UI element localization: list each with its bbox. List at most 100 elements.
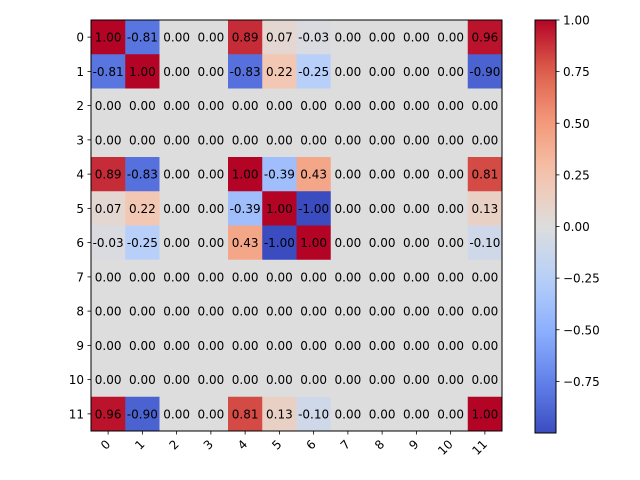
heatmap-cell-5-2	[159, 191, 195, 226]
heatmap-cell-1-8	[365, 54, 400, 89]
x-tick-label-9: 9	[406, 437, 421, 452]
x-tick-label-3: 3	[201, 437, 216, 452]
heatmap-cell-3-8	[365, 122, 400, 158]
cell-value-label-8-5: 0.00	[266, 305, 293, 319]
heatmap-cell-3-0	[91, 122, 126, 158]
cell-value-label-7-2: 0.00	[163, 270, 190, 284]
cell-value-label-8-10: 0.00	[437, 305, 464, 319]
heatmap-cell-1-5	[262, 54, 297, 89]
cell-value-label-1-10: 0.00	[437, 65, 464, 79]
y-tick-label-3: 3	[76, 133, 84, 147]
cell-value-label-6-0: -0.03	[93, 236, 124, 250]
heatmap-cell-5-7	[330, 191, 366, 226]
cell-value-label-10-0: 0.00	[95, 373, 122, 387]
cell-value-label-5-9: 0.00	[403, 202, 430, 216]
heatmap-cell-3-9	[399, 122, 434, 158]
heatmap-cell-6-10	[433, 225, 469, 261]
cell-value-label-9-3: 0.00	[198, 339, 225, 353]
heatmap-cell-4-3	[193, 157, 229, 192]
cell-value-label-1-7: 0.00	[335, 65, 362, 79]
y-tick-label-11: 11	[69, 407, 84, 421]
cell-value-label-1-11: -0.90	[469, 65, 500, 79]
cell-value-label-0-0: 1.00	[95, 31, 122, 45]
cell-value-label-9-11: 0.00	[472, 339, 499, 353]
heatmap-cell-5-11	[467, 191, 503, 226]
cell-value-label-1-3: 0.00	[198, 65, 225, 79]
heatmap-cell-4-6	[296, 157, 332, 192]
heatmap-cell-3-7	[330, 122, 366, 158]
heatmap-cell-0-8	[365, 20, 400, 55]
heatmap-cell-7-0	[91, 259, 126, 295]
heatmap-cell-9-7	[330, 328, 366, 363]
heatmap-cell-4-0	[91, 157, 126, 192]
heatmap-cell-11-7	[330, 396, 366, 432]
heatmap-cell-7-5	[262, 259, 297, 295]
heatmap-cell-9-2	[159, 328, 195, 363]
heatmap-cell-4-1	[125, 157, 160, 192]
cell-value-label-2-3: 0.00	[198, 99, 225, 113]
cell-value-label-0-5: 0.07	[266, 31, 293, 45]
heatmap-cell-8-9	[399, 294, 434, 329]
cell-value-label-2-1: 0.00	[129, 99, 156, 113]
x-tick-label-11: 11	[469, 437, 490, 458]
heatmap-cell-0-11	[467, 20, 503, 55]
heatmap-cell-7-1	[125, 259, 160, 295]
cell-value-label-9-6: 0.00	[300, 339, 327, 353]
heatmap-cell-2-4	[228, 88, 263, 124]
cell-value-label-11-4: 0.81	[232, 407, 259, 421]
heatmap-cell-10-7	[330, 362, 366, 398]
cell-value-label-6-11: -0.10	[469, 236, 500, 250]
heatmap-cell-1-3	[193, 54, 229, 89]
cell-value-label-3-9: 0.00	[403, 133, 430, 147]
cell-value-label-2-11: 0.00	[472, 99, 499, 113]
cell-value-label-9-1: 0.00	[129, 339, 156, 353]
cell-value-label-2-10: 0.00	[437, 99, 464, 113]
heatmap-cell-3-1	[125, 122, 160, 158]
cell-value-label-4-3: 0.00	[198, 168, 225, 182]
cell-value-label-11-8: 0.00	[369, 407, 396, 421]
heatmap-cell-8-6	[296, 294, 332, 329]
cell-value-label-7-9: 0.00	[403, 270, 430, 284]
cell-value-label-8-8: 0.00	[369, 305, 396, 319]
cell-value-label-7-4: 0.00	[232, 270, 259, 284]
cell-value-label-5-4: -0.39	[230, 202, 261, 216]
heatmap-cell-0-0	[91, 20, 126, 55]
heatmap-cell-3-2	[159, 122, 195, 158]
heatmap-cell-11-10	[433, 396, 469, 432]
cell-value-label-10-10: 0.00	[437, 373, 464, 387]
cell-value-label-0-8: 0.00	[369, 31, 396, 45]
cell-value-label-1-8: 0.00	[369, 65, 396, 79]
heatmap-cell-8-11	[467, 294, 503, 329]
x-tick-label-1: 1	[132, 437, 147, 452]
cell-value-label-11-5: 0.13	[266, 407, 293, 421]
cell-value-label-8-1: 0.00	[129, 305, 156, 319]
heatmap-cell-11-0	[91, 396, 126, 432]
cell-value-label-2-0: 0.00	[95, 99, 122, 113]
heatmap-cell-0-4	[228, 20, 263, 55]
heatmap-cell-10-10	[433, 362, 469, 398]
cell-value-label-11-11: 1.00	[472, 407, 499, 421]
heatmap-cell-2-0	[91, 88, 126, 124]
heatmap-cell-2-2	[159, 88, 195, 124]
heatmap-cell-6-8	[365, 225, 400, 261]
cell-value-label-3-6: 0.00	[300, 133, 327, 147]
cell-value-label-5-6: -1.00	[298, 202, 329, 216]
cell-value-label-9-10: 0.00	[437, 339, 464, 353]
cell-value-label-10-3: 0.00	[198, 373, 225, 387]
cell-value-label-7-0: 0.00	[95, 270, 122, 284]
cell-value-label-11-3: 0.00	[198, 407, 225, 421]
heatmap-cell-7-3	[193, 259, 229, 295]
y-tick-label-1: 1	[76, 65, 84, 79]
cell-value-label-6-3: 0.00	[198, 236, 225, 250]
colorbar-tick-label-1: −0.50	[563, 323, 600, 337]
colorbar-tick-label-7: 1.00	[563, 14, 590, 28]
cell-value-label-5-8: 0.00	[369, 202, 396, 216]
cell-value-label-5-3: 0.00	[198, 202, 225, 216]
heatmap-cell-9-6	[296, 328, 332, 363]
cell-value-label-8-2: 0.00	[163, 305, 190, 319]
heatmap-cell-0-2	[159, 20, 195, 55]
heatmap-cell-11-11	[467, 396, 503, 432]
heatmap-cell-5-4	[228, 191, 263, 226]
heatmap-cell-2-7	[330, 88, 366, 124]
heatmap-cell-3-5	[262, 122, 297, 158]
